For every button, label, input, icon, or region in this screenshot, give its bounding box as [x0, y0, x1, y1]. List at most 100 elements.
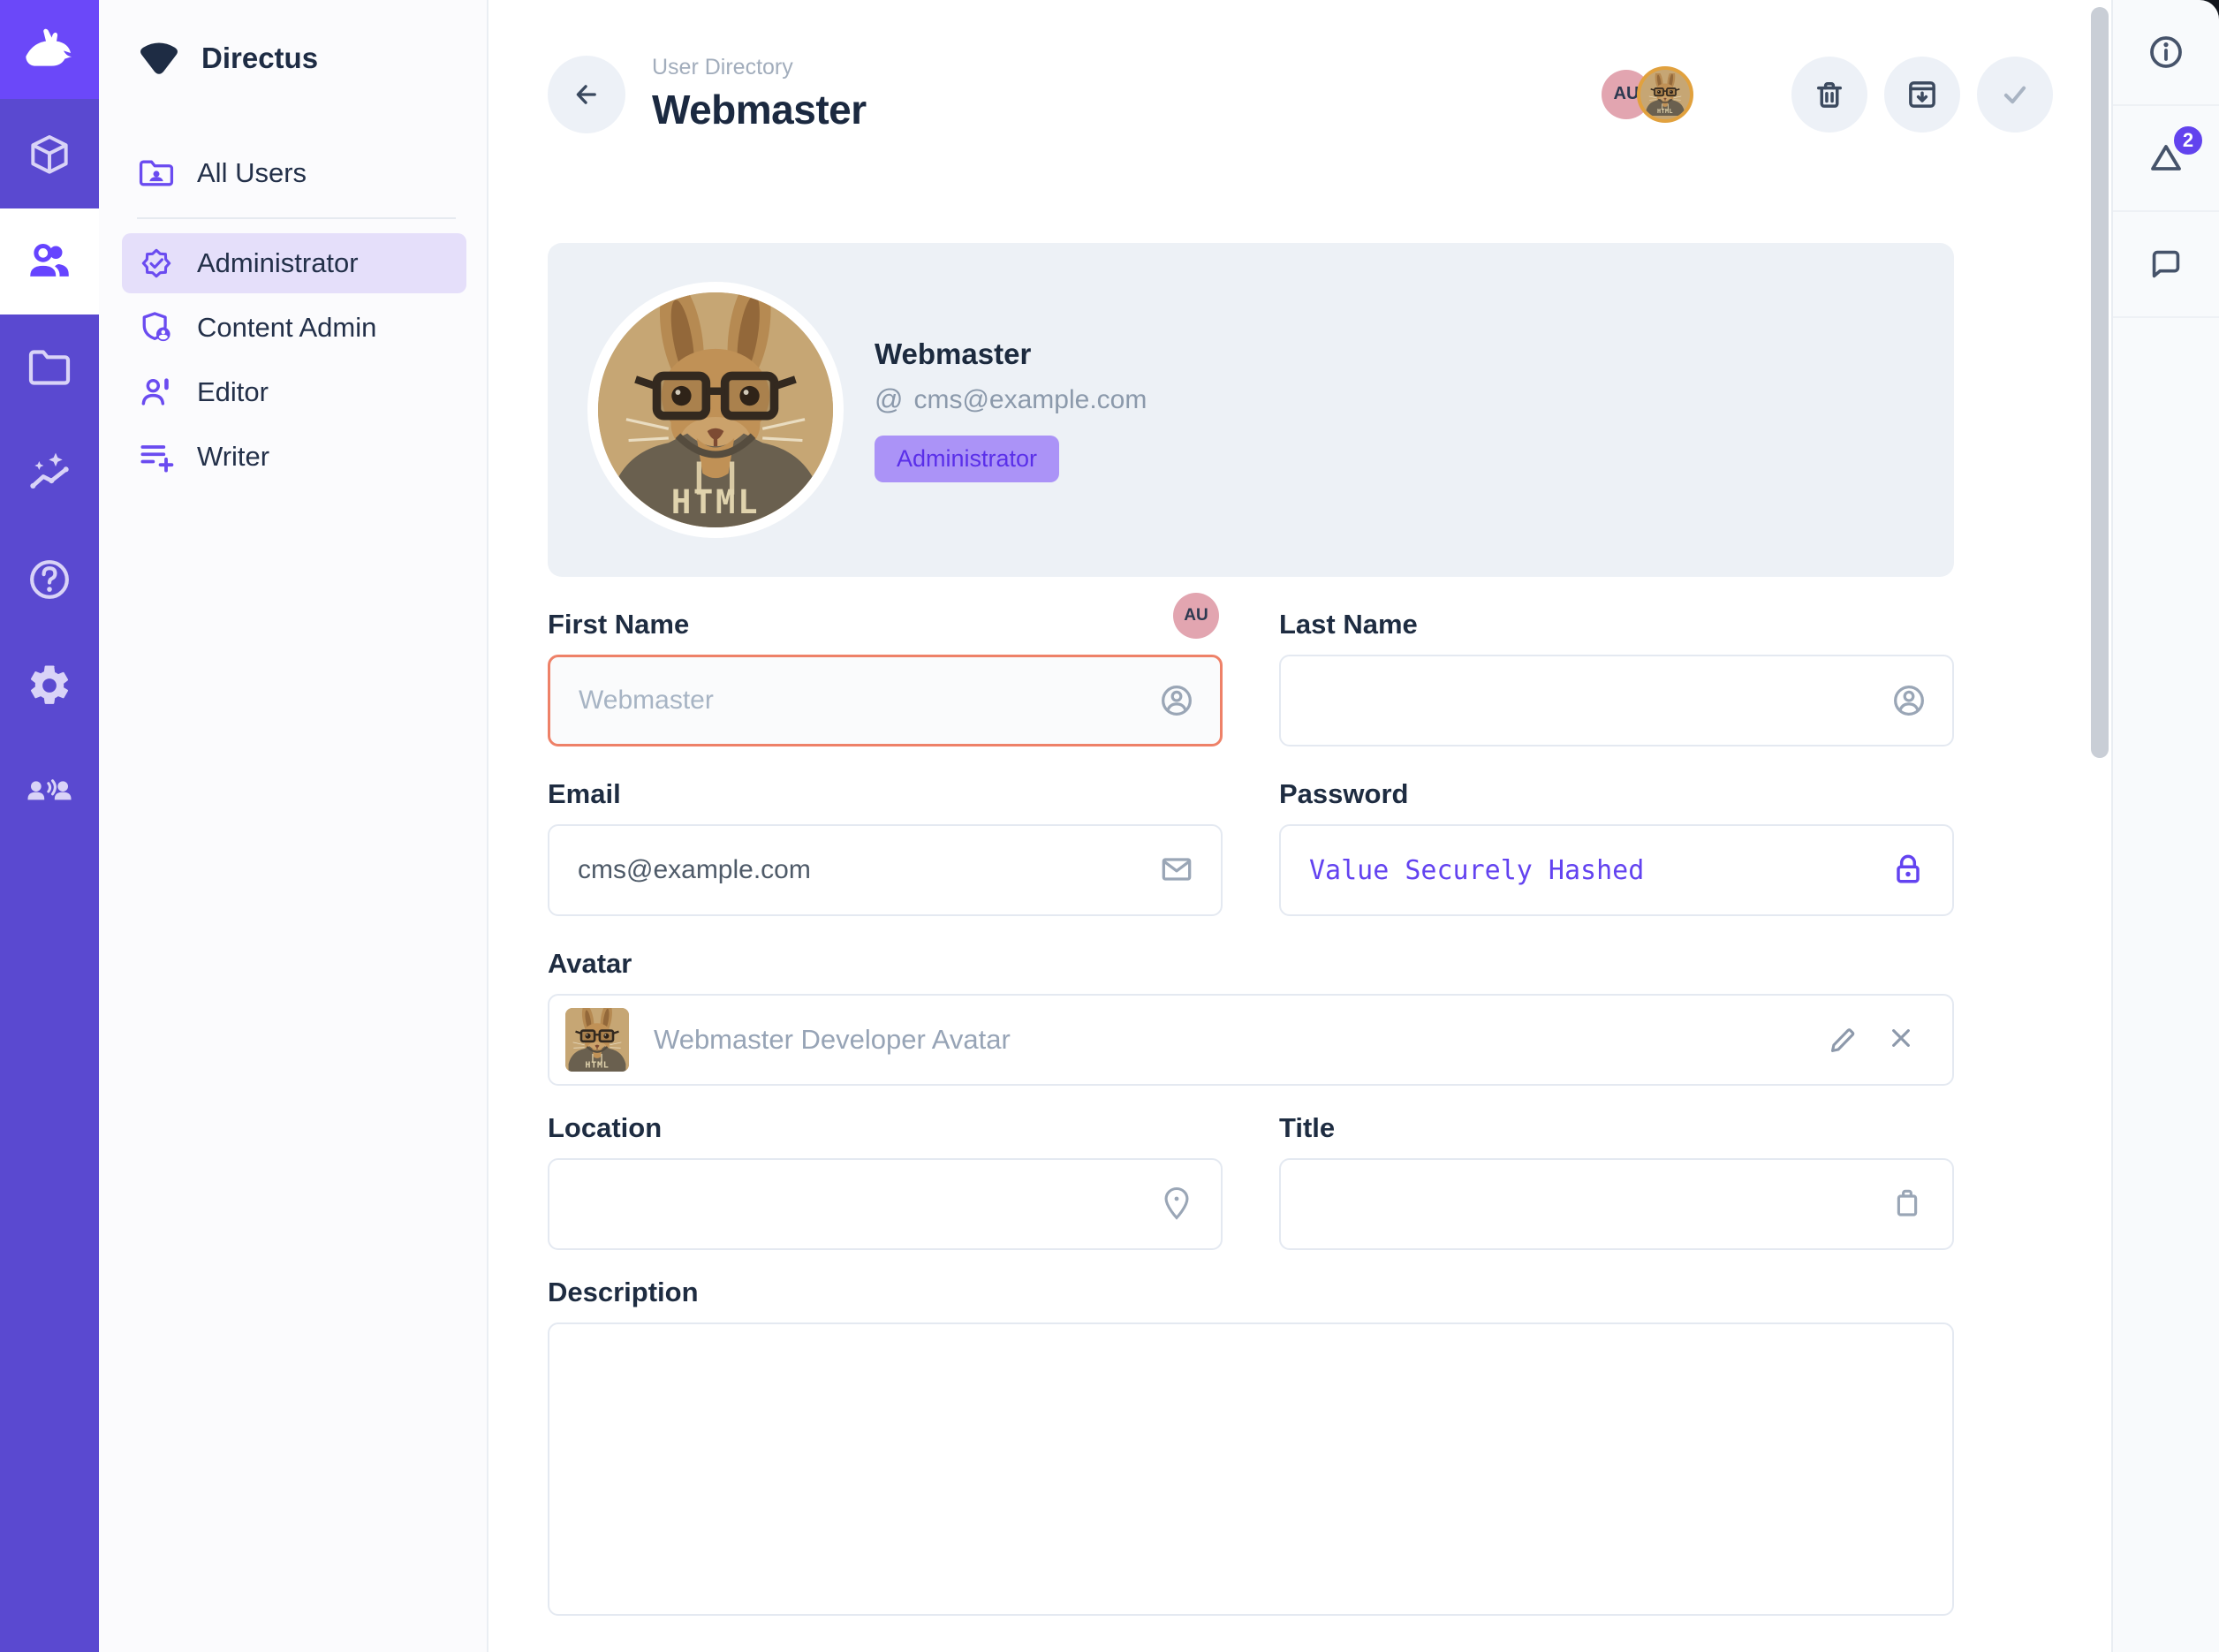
at-icon: @	[875, 383, 904, 415]
nav-item-editor[interactable]: Editor	[122, 362, 466, 422]
main-content: User Directory Webmaster AU	[488, 0, 2111, 1652]
nav-item-label: Editor	[197, 376, 269, 407]
project-name: Directus	[201, 42, 319, 74]
insights-icon	[25, 449, 74, 498]
archive-button[interactable]	[1884, 56, 1960, 133]
module-bar	[0, 0, 99, 1652]
sidebar-revisions-button[interactable]: 2	[2113, 106, 2219, 212]
presence-avatar-webmaster[interactable]	[1637, 65, 1693, 123]
edit-pencil-icon[interactable]	[1823, 1020, 1862, 1059]
card-email-text: cms@example.com	[913, 384, 1147, 414]
revisions-triangle-icon	[2145, 137, 2187, 179]
user-summary-card: Webmaster @ cms@example.com Administrato…	[548, 243, 1954, 577]
directus-logo-button[interactable]	[0, 0, 99, 99]
page-header: User Directory Webmaster AU	[548, 0, 2111, 133]
description-label: Description	[548, 1277, 699, 1307]
location-field: Location	[548, 1112, 1223, 1250]
module-user-directory[interactable]	[0, 208, 99, 314]
module-content[interactable]	[0, 102, 99, 208]
first-name-input[interactable]	[577, 685, 1139, 716]
mail-icon	[1157, 850, 1198, 890]
person-edit-icon	[137, 373, 176, 412]
last-name-input[interactable]	[1307, 685, 1871, 716]
field-editing-avatar: AU	[1173, 593, 1219, 639]
main-scrollbar-thumb[interactable]	[2091, 7, 2109, 758]
module-settings[interactable]	[0, 633, 99, 739]
archive-icon	[1904, 76, 1941, 113]
breadcrumb[interactable]: User Directory	[652, 55, 793, 80]
module-help[interactable]	[0, 527, 99, 633]
remove-x-icon[interactable]	[1883, 1020, 1922, 1059]
email-label: Email	[548, 778, 621, 809]
user-detail-form: Webmaster @ cms@example.com Administrato…	[548, 243, 1954, 1652]
gear-icon	[26, 662, 73, 709]
project-fan-icon	[138, 37, 180, 80]
email-input[interactable]	[576, 854, 1140, 886]
nav-divider	[137, 217, 456, 219]
lock-icon	[1889, 850, 1929, 890]
map-pin-icon	[1157, 1184, 1198, 1224]
password-input[interactable]	[1307, 853, 1871, 887]
main-scrollbar-track	[2090, 0, 2109, 1652]
description-field: Description	[548, 1277, 1954, 1616]
nav-item-content-admin[interactable]: Content Admin	[122, 298, 466, 358]
directus-rabbit-logo-icon	[21, 21, 78, 78]
location-input[interactable]	[576, 1188, 1140, 1220]
box-icon	[25, 131, 74, 180]
nav-item-label: Administrator	[197, 247, 359, 278]
title-label: Title	[1279, 1112, 1336, 1143]
password-field: Password	[1279, 778, 1954, 916]
sidebar-info-button[interactable]	[2113, 0, 2219, 106]
module-files[interactable]	[0, 314, 99, 421]
last-name-field: Last Name	[1279, 609, 1954, 746]
account-circle-icon	[1889, 680, 1929, 721]
check-icon	[1996, 75, 2034, 114]
nav-item-label: Writer	[197, 441, 270, 472]
last-name-label: Last Name	[1279, 609, 1418, 640]
nav-item-administrator[interactable]: Administrator	[122, 233, 466, 293]
project-home-link[interactable]: Directus	[99, 32, 487, 85]
module-insights[interactable]	[0, 421, 99, 527]
page-title: Webmaster	[652, 87, 867, 133]
folder-icon	[25, 343, 74, 392]
avatar-label: Avatar	[548, 948, 632, 979]
revisions-count-badge: 2	[2171, 124, 2205, 157]
user-avatar-image	[587, 282, 844, 538]
avatar-file-row[interactable]: Webmaster Developer Avatar	[548, 994, 1954, 1086]
presence-avatars: AU	[1602, 65, 1693, 123]
account-circle-icon	[1156, 680, 1197, 721]
nav-item-all-users[interactable]: All Users	[122, 143, 466, 203]
nav-item-label: All Users	[197, 157, 307, 188]
sidebar-comments-button[interactable]	[2113, 212, 2219, 318]
avatar-field: Avatar Webmaster Developer Avatar	[548, 948, 1954, 1086]
nav-item-writer[interactable]: Writer	[122, 427, 466, 487]
people-sound-icon	[25, 767, 74, 816]
people-icon	[24, 236, 75, 287]
email-field: Email	[548, 778, 1223, 916]
back-button[interactable]	[548, 55, 625, 133]
shield-person-icon	[137, 308, 176, 347]
trash-icon	[1811, 76, 1848, 113]
location-label: Location	[548, 1112, 663, 1143]
folder-person-icon	[137, 154, 176, 193]
info-icon	[2145, 31, 2187, 73]
first-name-label: First Name	[548, 609, 690, 640]
comment-bubble-icon	[2146, 244, 2186, 284]
password-label: Password	[1279, 778, 1409, 809]
title-input[interactable]	[1307, 1188, 1871, 1220]
navigation-sidebar: Directus All Users Administrator	[99, 0, 488, 1652]
avatar-file-name: Webmaster Developer Avatar	[654, 1024, 1011, 1055]
save-button[interactable]	[1977, 56, 2053, 133]
card-user-name: Webmaster	[875, 337, 1032, 370]
first-name-field: AU First Name	[548, 593, 1223, 746]
description-textarea[interactable]	[548, 1322, 1954, 1616]
module-ai-agents[interactable]	[0, 739, 99, 845]
role-badge: Administrator	[875, 436, 1060, 482]
verified-badge-icon	[137, 244, 176, 283]
playlist-add-icon	[137, 437, 176, 476]
avatar-thumbnail	[565, 1008, 629, 1072]
right-sidebar: 2	[2111, 0, 2219, 1652]
delete-button[interactable]	[1791, 56, 1867, 133]
help-icon	[25, 555, 74, 604]
